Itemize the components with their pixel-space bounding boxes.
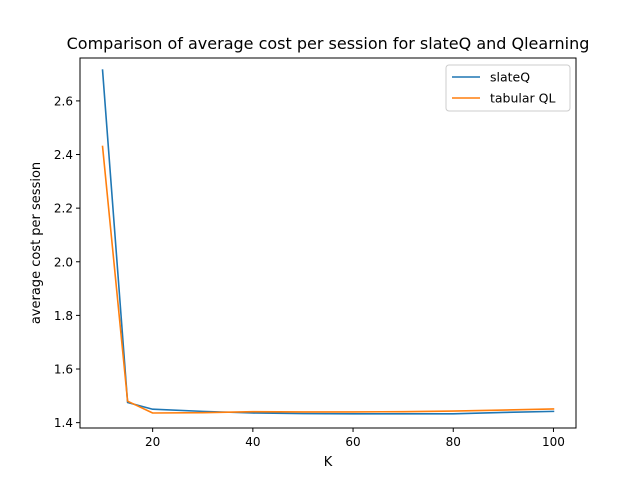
y-tick-label: 2.0 <box>54 255 73 269</box>
x-tick-label: 40 <box>245 435 260 449</box>
y-tick-label: 2.4 <box>54 148 73 162</box>
x-tick-label: 60 <box>345 435 360 449</box>
y-tick-label: 1.4 <box>54 416 73 430</box>
plot-frame <box>79 57 577 429</box>
y-tick-label: 1.6 <box>54 363 73 377</box>
y-tick-label: 2.2 <box>54 202 73 216</box>
x-axis-label: K <box>324 455 333 470</box>
series-layer <box>101 69 555 415</box>
chart-title: Comparison of average cost per session f… <box>67 34 590 53</box>
legend: slateQ tabular QL <box>445 64 571 112</box>
x-tick-label: 20 <box>145 435 160 449</box>
x-axis: 20 40 60 80 100 <box>145 428 565 449</box>
series-line-tabular-ql <box>101 145 555 414</box>
legend-label: slateQ <box>490 70 530 85</box>
series-line-slateq <box>101 69 555 415</box>
y-tick-label: 1.8 <box>54 309 73 323</box>
x-tick-label: 80 <box>446 435 461 449</box>
y-axis: 1.4 1.6 1.8 2.0 2.2 2.4 2.6 <box>54 94 80 430</box>
x-tick-label: 100 <box>542 435 565 449</box>
y-tick-label: 2.6 <box>54 94 73 108</box>
y-axis-label: average cost per session <box>29 162 44 324</box>
legend-label: tabular QL <box>490 91 556 106</box>
